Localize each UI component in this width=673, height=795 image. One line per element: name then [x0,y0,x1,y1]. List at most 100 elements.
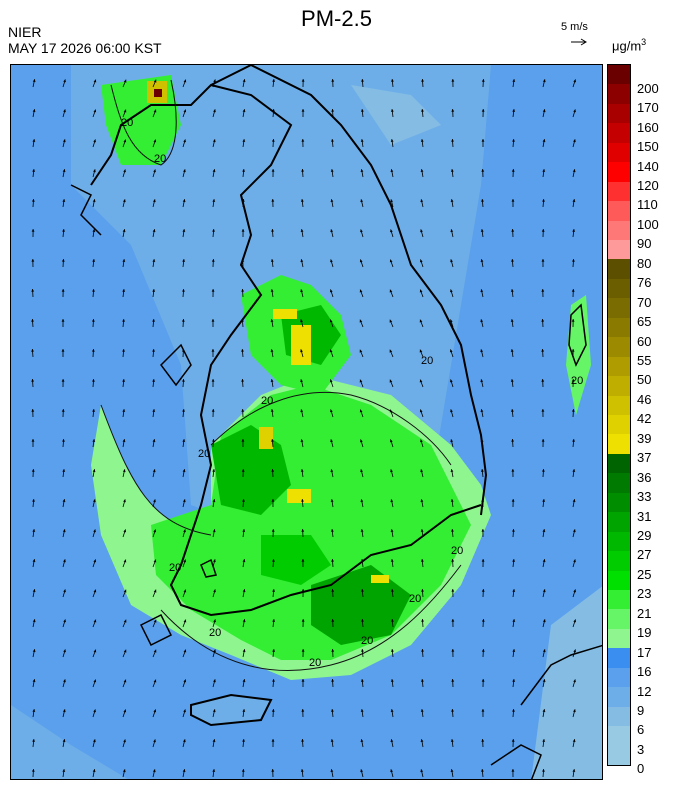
wind-arrow-icon [391,79,394,88]
colorbar-swatch [608,103,630,124]
wind-arrow-icon [270,409,274,418]
wind-arrow-icon [330,229,334,238]
colorbar-label: 46 [637,391,652,407]
colorbar-swatch [608,434,630,455]
wind-arrow-icon [300,379,304,388]
colorbar-swatch [608,415,630,435]
wind-arrow-icon [572,559,576,568]
wind-arrow-icon [390,199,394,208]
wind-arrow-icon [31,408,35,418]
wind-arrow-icon [512,109,516,118]
wind-arrow-icon [31,378,35,388]
wind-arrow-icon [390,559,394,568]
wind-arrow-icon [572,139,576,148]
wind-arrow-icon [511,528,515,538]
colorbar-label: 29 [637,527,652,543]
wind-arrow-icon [542,109,546,118]
contour-label: 20 [421,355,434,367]
wind-arrow-icon [359,289,364,298]
wind-arrow-icon [480,319,484,328]
colorbar-label: 21 [637,605,652,621]
wind-arrow-icon [420,139,424,148]
wind-arrow-icon [152,439,156,448]
unit-exponent: 3 [641,37,647,47]
wind-arrow-icon [31,198,35,208]
wind-arrow-icon [300,769,304,778]
wind-arrow-icon [122,229,126,238]
colorbar-label: 120 [637,177,659,193]
forecast-datetime: MAY 17 2026 06:00 KST [8,40,162,56]
wind-arrow-icon [212,649,216,658]
wind-arrow-icon [572,529,576,538]
wind-arrow-icon [62,169,66,178]
wind-arrow-icon [389,259,394,268]
wind-arrow-icon [271,198,275,208]
wind-arrow-icon [572,709,576,718]
wind-arrow-icon [300,289,304,298]
colorbar-swatch [608,356,630,377]
wind-arrow-icon [272,589,276,598]
wind-arrow-icon [481,168,485,178]
wind-arrow-icon [122,199,126,208]
colorbar-swatch [608,512,630,533]
colorbar-label: 76 [637,275,652,291]
wind-arrow-icon [450,259,454,268]
wind-arrow-icon [32,498,35,508]
contour-label: 20 [261,395,274,407]
wind-arrow-icon [31,468,35,478]
wind-arrow-icon [480,289,484,298]
wind-arrow-icon [32,649,36,658]
wind-arrow-icon [212,739,216,748]
wind-arrow-icon [421,109,424,118]
wind-arrow-icon [360,709,364,718]
wind-arrow-icon [451,78,455,88]
wind-arrow-icon [271,468,275,478]
wind-arrow-icon [511,438,515,448]
colorbar-swatch [608,142,630,163]
wind-arrow-icon [360,679,364,688]
wind-arrow-icon [301,108,305,118]
wind-arrow-icon [92,739,96,748]
wind-arrow-icon [389,379,394,388]
wind-arrow-icon [182,139,186,148]
wind-arrow-icon [421,648,424,658]
wind-arrow-icon [242,169,246,178]
wind-arrow-icon [211,408,215,418]
wind-arrow-icon [389,409,394,418]
wind-arrow-icon [451,108,455,118]
wind-arrow-icon [480,349,484,358]
wind-arrow-icon [182,259,186,268]
wind-arrow-icon [152,229,156,238]
wind-arrow-icon [419,319,424,328]
wind-arrow-icon [360,109,364,118]
wind-arrow-icon [481,769,484,778]
wind-arrow-icon [602,439,603,447]
unit-label: μg/m3 [612,37,646,53]
wind-arrow-icon [182,79,187,88]
colorbar-swatch [608,570,630,591]
wind-arrow-icon [331,108,335,118]
wind-arrow-icon [212,679,216,688]
wind-arrow-icon [181,348,185,358]
wind-arrow-icon [62,438,65,448]
wind-arrow-icon [572,109,576,118]
wind-arrow-icon [212,769,216,778]
colorbar-label: 150 [637,139,659,155]
wind-arrow-icon [390,589,394,598]
wind-arrow-icon [541,438,545,448]
wind-arrow-icon [152,79,157,88]
wind-arrow-icon [271,138,275,148]
colorbar-label: 100 [637,216,659,232]
wind-arrow-icon [62,469,66,478]
wind-arrow-icon [481,528,485,538]
wind-arrow-icon [541,318,545,328]
wind-arrow-icon [300,199,304,208]
wind-arrow-icon [301,168,305,178]
wind-arrow-icon [481,558,485,568]
wind-arrow-icon [451,558,455,568]
wind-arrow-icon [92,589,97,598]
wind-arrow-icon [512,649,516,658]
wind-arrow-icon [510,409,514,418]
wind-arrow-icon [331,618,335,628]
wind-arrow-icon [152,199,156,208]
